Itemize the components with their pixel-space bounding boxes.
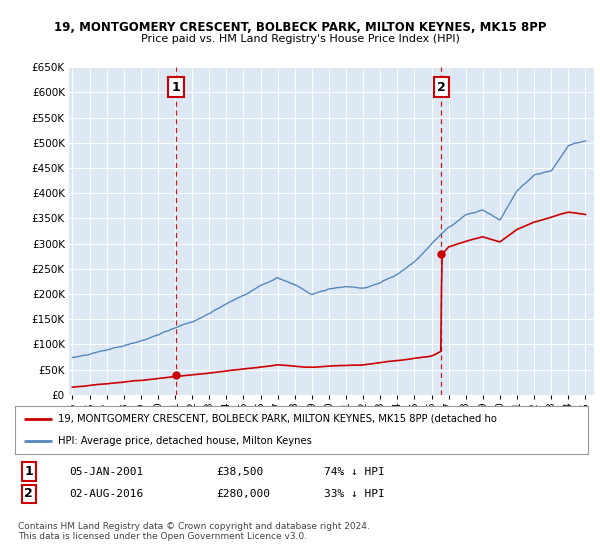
Text: 2: 2 [437,81,446,94]
Text: 02-AUG-2016: 02-AUG-2016 [69,489,143,499]
Text: Price paid vs. HM Land Registry's House Price Index (HPI): Price paid vs. HM Land Registry's House … [140,34,460,44]
Text: 33% ↓ HPI: 33% ↓ HPI [324,489,385,499]
Text: 2: 2 [25,487,33,501]
Text: 74% ↓ HPI: 74% ↓ HPI [324,466,385,477]
Text: 1: 1 [25,465,33,478]
Text: 19, MONTGOMERY CRESCENT, BOLBECK PARK, MILTON KEYNES, MK15 8PP: 19, MONTGOMERY CRESCENT, BOLBECK PARK, M… [54,21,546,34]
Text: 19, MONTGOMERY CRESCENT, BOLBECK PARK, MILTON KEYNES, MK15 8PP (detached ho: 19, MONTGOMERY CRESCENT, BOLBECK PARK, M… [58,414,497,424]
Text: Contains HM Land Registry data © Crown copyright and database right 2024.
This d: Contains HM Land Registry data © Crown c… [18,522,370,542]
Text: 05-JAN-2001: 05-JAN-2001 [69,466,143,477]
Text: £38,500: £38,500 [216,466,263,477]
Text: 1: 1 [172,81,180,94]
Text: HPI: Average price, detached house, Milton Keynes: HPI: Average price, detached house, Milt… [58,436,312,446]
Text: £280,000: £280,000 [216,489,270,499]
